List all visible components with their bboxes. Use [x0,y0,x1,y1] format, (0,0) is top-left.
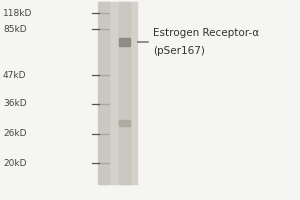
Text: Estrogen Receptor-α: Estrogen Receptor-α [153,28,259,38]
Bar [119,120,130,126]
Text: (pSer167): (pSer167) [153,46,205,56]
Text: 26kD: 26kD [3,130,26,138]
Bar [98,2,109,184]
Text: 47kD: 47kD [3,71,26,79]
Bar [119,2,130,184]
Text: 85kD: 85kD [3,24,27,33]
Bar [99,2,136,184]
Text: 36kD: 36kD [3,99,27,108]
Text: 20kD: 20kD [3,158,26,168]
Bar [119,38,130,46]
Text: 118kD: 118kD [3,8,32,18]
